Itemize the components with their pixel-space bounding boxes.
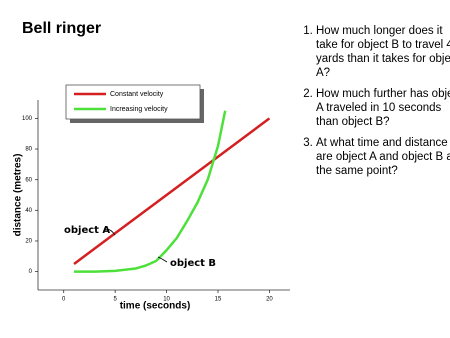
question: How much longer does it take for object …	[316, 24, 450, 80]
y-tick-label: 100	[22, 116, 33, 122]
y-tick-label: 0	[29, 269, 33, 275]
x-tick-label: 15	[215, 297, 222, 303]
legend-label: Constant velocity	[110, 91, 164, 98]
question: At what time and distance are object A a…	[316, 136, 450, 178]
annotation: object B	[170, 258, 216, 269]
x-axis-label: time (seconds)	[120, 301, 191, 312]
y-tick-label: 60	[25, 177, 32, 183]
x-tick-label: 0	[62, 297, 66, 303]
y-tick-label: 40	[25, 208, 32, 214]
title: Bell ringer	[22, 20, 102, 37]
annotation-arrow	[103, 228, 116, 236]
x-tick-label: 20	[266, 297, 273, 303]
plot-area	[73, 110, 271, 273]
y-axis-label: distance (metres)	[13, 154, 24, 237]
x-tick-label: 5	[113, 297, 117, 303]
legend-box	[65, 84, 201, 120]
question: How much further has object A traveled i…	[316, 87, 450, 129]
series-line	[73, 117, 271, 265]
annotation: object A	[64, 225, 110, 236]
x-tick-label: 10	[163, 297, 170, 303]
annotation-arrow	[157, 256, 168, 263]
series-line	[74, 110, 227, 273]
y-tick-label: 20	[25, 239, 32, 245]
legend-label: Increasing velocity	[110, 106, 168, 113]
question-list: How much longer does it take for object …	[298, 24, 450, 185]
y-tick-label: 80	[25, 147, 32, 153]
